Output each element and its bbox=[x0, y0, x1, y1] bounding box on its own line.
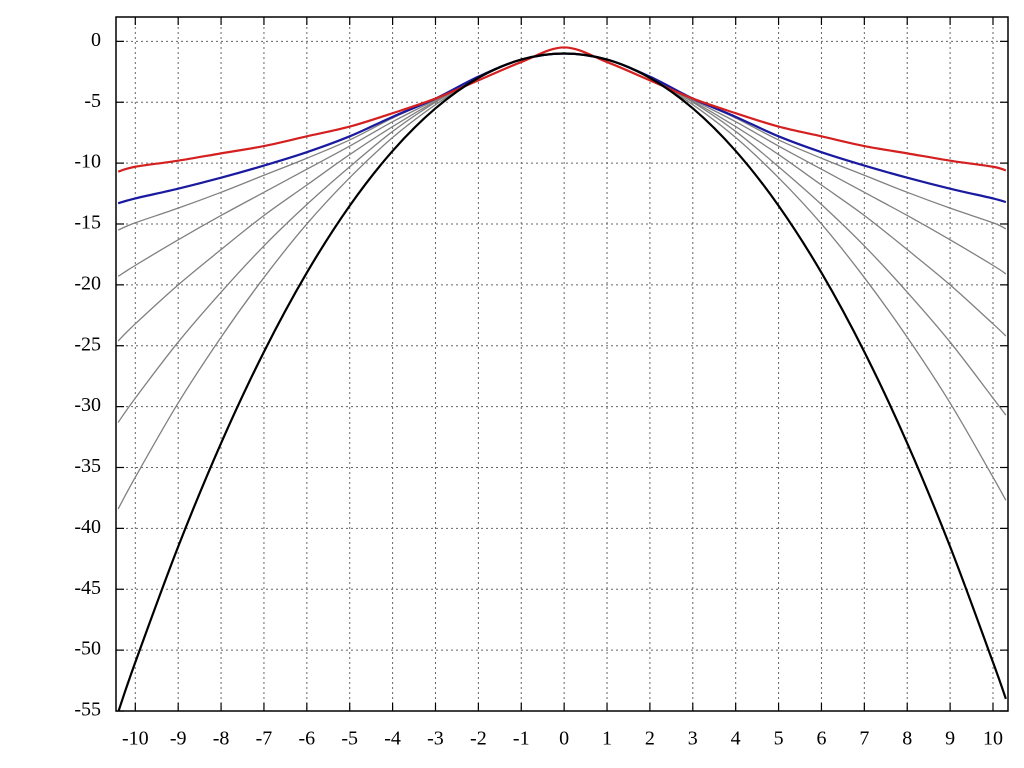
x-tick-label: 6 bbox=[816, 728, 826, 750]
x-tick-label: -2 bbox=[470, 728, 487, 750]
y-tick-label: -20 bbox=[74, 272, 101, 294]
x-tick-label: 3 bbox=[688, 728, 698, 750]
y-tick-label: -30 bbox=[74, 394, 101, 416]
line-series bbox=[117, 52, 1007, 510]
curves bbox=[117, 46, 1007, 711]
y-tick-label: -35 bbox=[74, 455, 101, 477]
y-tick-label: -50 bbox=[74, 638, 101, 660]
line-series bbox=[117, 52, 1007, 711]
x-tick-label: 7 bbox=[859, 728, 869, 750]
line-series bbox=[117, 52, 1007, 231]
x-tick-label: 8 bbox=[902, 728, 912, 750]
x-tick-label: 4 bbox=[731, 728, 741, 750]
y-tick-label: -25 bbox=[74, 333, 101, 355]
x-tick-label: -5 bbox=[341, 728, 358, 750]
x-tick-label: -4 bbox=[384, 728, 401, 750]
x-tick-label: 1 bbox=[602, 728, 612, 750]
y-tick-label: -40 bbox=[74, 516, 101, 538]
x-tick-label: -9 bbox=[170, 728, 187, 750]
y-tick-label: -45 bbox=[74, 577, 101, 599]
x-tick-label: -1 bbox=[513, 728, 530, 750]
x-tick-label: 2 bbox=[645, 728, 655, 750]
grid bbox=[116, 17, 1008, 712]
line-series bbox=[117, 46, 1007, 173]
x-tick-label: 10 bbox=[983, 728, 1003, 750]
x-tick-label: 0 bbox=[559, 728, 569, 750]
y-tick-label: -55 bbox=[74, 699, 101, 721]
line-series bbox=[117, 52, 1007, 277]
x-tick-label: -8 bbox=[213, 728, 230, 750]
x-tick-label: -3 bbox=[427, 728, 444, 750]
y-tick-label: 0 bbox=[91, 29, 101, 51]
x-tick-label: -6 bbox=[299, 728, 316, 750]
x-tick-label: -7 bbox=[256, 728, 273, 750]
y-tick-label: -10 bbox=[74, 151, 101, 173]
y-tick-label: -15 bbox=[74, 212, 101, 234]
plot-frame bbox=[115, 16, 1009, 712]
x-tick-label: -10 bbox=[122, 728, 149, 750]
x-tick-label: 9 bbox=[945, 728, 955, 750]
x-tick-label: 5 bbox=[774, 728, 784, 750]
y-tick-label: -5 bbox=[84, 90, 101, 112]
